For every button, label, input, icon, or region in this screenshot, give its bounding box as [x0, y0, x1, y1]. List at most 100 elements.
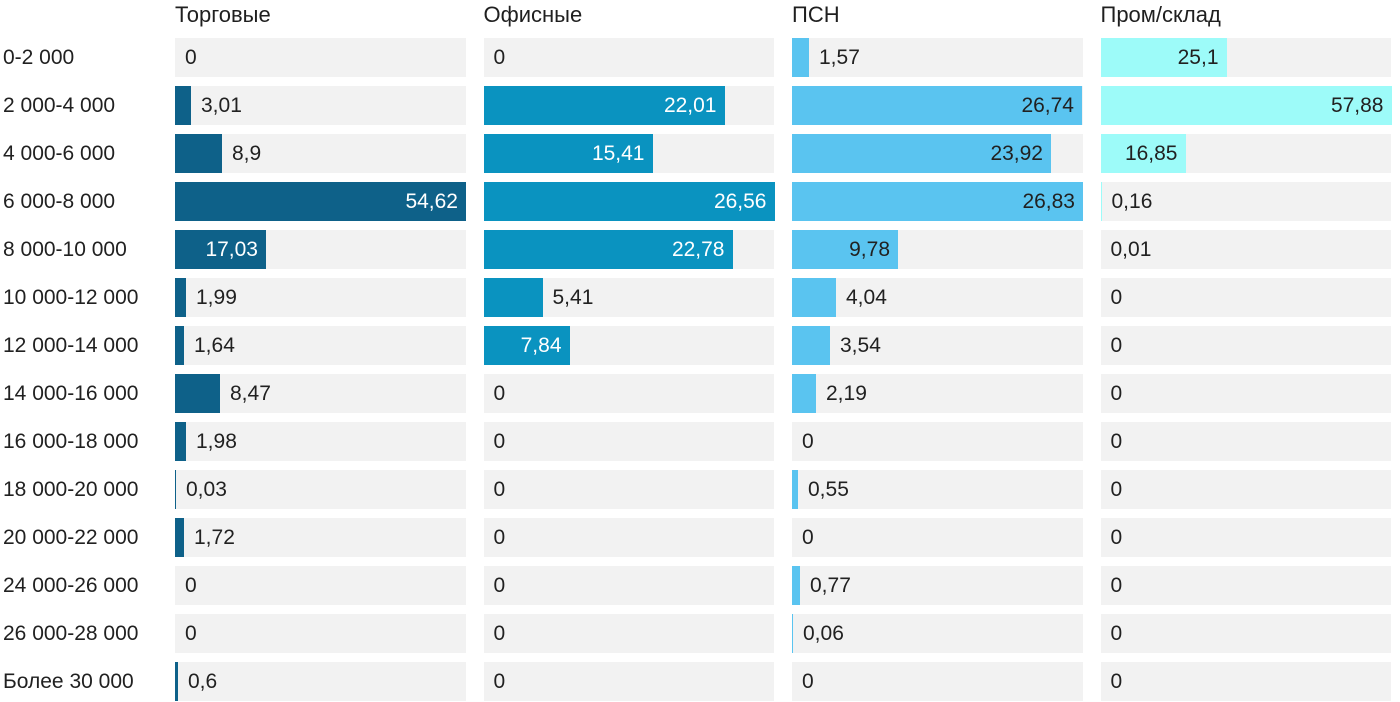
bar [792, 134, 1051, 173]
bar-track: 0,06 [792, 614, 1083, 653]
bar-value-label: 0 [1110, 477, 1123, 501]
bar-track: 2,19 [792, 374, 1083, 413]
bar-track: 8,47 [175, 374, 466, 413]
bar [175, 182, 466, 221]
bar-track: 22,78 [483, 230, 774, 269]
bar-value-label: 4,04 [846, 285, 887, 309]
bar-track: 8,9 [175, 134, 466, 173]
bar-track: 0 [483, 662, 774, 701]
bar-track: 57,88 [1100, 86, 1392, 125]
bar [1100, 86, 1392, 125]
bar-track: 9,78 [792, 230, 1083, 269]
bar-value-label: 26,56 [713, 189, 767, 213]
bar [483, 86, 725, 125]
bar [175, 662, 178, 701]
bar [175, 134, 222, 173]
bar-track: 7,84 [483, 326, 774, 365]
row-label: 16 000-18 000 [3, 429, 139, 453]
bar-value-label: 0 [493, 669, 506, 693]
bar-track: 4,04 [792, 278, 1083, 317]
bar-track: 0 [483, 566, 774, 605]
bar [175, 518, 184, 557]
bar-track: 22,01 [483, 86, 774, 125]
bar [792, 182, 1083, 221]
bar-value-label: 0 [493, 477, 506, 501]
bar-track: 1,72 [175, 518, 466, 557]
bar-value-label: 0,01 [1110, 237, 1152, 261]
bar-value-label: 22,01 [663, 93, 717, 117]
bar-value-label: 0 [1110, 429, 1123, 453]
bar [1100, 38, 1227, 77]
bar-value-label: 0 [493, 381, 506, 405]
bar [483, 326, 570, 365]
corner-spacer [0, 0, 157, 29]
bar [483, 230, 733, 269]
column-header-3: ПСН [792, 1, 840, 27]
bar-value-label: 0,06 [803, 621, 844, 645]
bar-value-label: 0 [1110, 621, 1123, 645]
bar [792, 278, 836, 317]
bar-track: 0 [483, 374, 774, 413]
bar [175, 230, 266, 269]
bar-value-label: 0 [493, 45, 506, 69]
bar [792, 470, 798, 509]
bar-track: 0 [792, 518, 1083, 557]
bar-value-label: 0,16 [1111, 189, 1153, 213]
bar-value-label: 1,57 [819, 45, 860, 69]
row-label: 12 000-14 000 [3, 333, 139, 357]
column-header-4: Пром/склад [1100, 1, 1221, 27]
bar-track: 0 [1100, 470, 1391, 509]
row-label: 10 000-12 000 [3, 285, 139, 309]
bar-track: 1,99 [175, 278, 466, 317]
row-label: 20 000-22 000 [3, 525, 139, 549]
bar-value-label: 3,01 [201, 93, 242, 117]
row-label: 18 000-20 000 [3, 477, 139, 501]
bar-value-label: 0 [493, 525, 506, 549]
bar-value-label: 0 [1110, 333, 1123, 357]
bar-track: 0 [1100, 326, 1391, 365]
bar [792, 38, 809, 77]
bar-track: 26,83 [792, 182, 1083, 221]
bar [483, 182, 775, 221]
bar-value-label: 0 [802, 669, 814, 693]
bar [175, 278, 186, 317]
bar-value-label: 2,19 [826, 381, 867, 405]
bar [792, 566, 800, 605]
bar-value-label: 1,99 [196, 285, 237, 309]
bar-track: 0 [483, 422, 774, 461]
column-header-2: Офисные [483, 1, 583, 27]
bar-track: 0 [792, 422, 1083, 461]
bar-value-label: 0 [1110, 525, 1123, 549]
row-label: 14 000-16 000 [3, 381, 139, 405]
bar-value-label: 26,74 [1021, 93, 1074, 117]
bar-value-label: 0 [802, 525, 814, 549]
bar-value-label: 0 [1110, 669, 1123, 693]
bar-track: 0,01 [1100, 230, 1391, 269]
bar-value-label: 0,55 [808, 477, 849, 501]
bar-track: 17,03 [175, 230, 466, 269]
bar-value-label: 1,72 [194, 525, 235, 549]
bar-track: 54,62 [175, 182, 466, 221]
bar-track: 0,16 [1100, 182, 1391, 221]
bar-track: 16,85 [1100, 134, 1391, 173]
bar-track: 25,1 [1100, 38, 1391, 77]
bar-track: 26,74 [792, 86, 1083, 125]
row-label: 6 000-8 000 [3, 189, 116, 213]
bar-value-label: 5,41 [552, 285, 594, 309]
bar-track: 26,56 [483, 182, 775, 221]
row-label: 2 000-4 000 [3, 93, 116, 117]
bar [483, 278, 543, 317]
bar [175, 326, 184, 365]
bar-value-label: 17,03 [205, 237, 258, 261]
bar-value-label: 0 [493, 573, 506, 597]
bar-track: 0 [175, 566, 466, 605]
bar-track: 0,77 [792, 566, 1083, 605]
bar [792, 326, 830, 365]
bar-track: 0 [483, 614, 774, 653]
bar-value-label: 3,54 [840, 333, 881, 357]
row-label: 24 000-26 000 [3, 573, 139, 597]
bar-value-label: 0 [1110, 381, 1123, 405]
bar-track: 0 [1100, 566, 1391, 605]
bar [175, 374, 220, 413]
